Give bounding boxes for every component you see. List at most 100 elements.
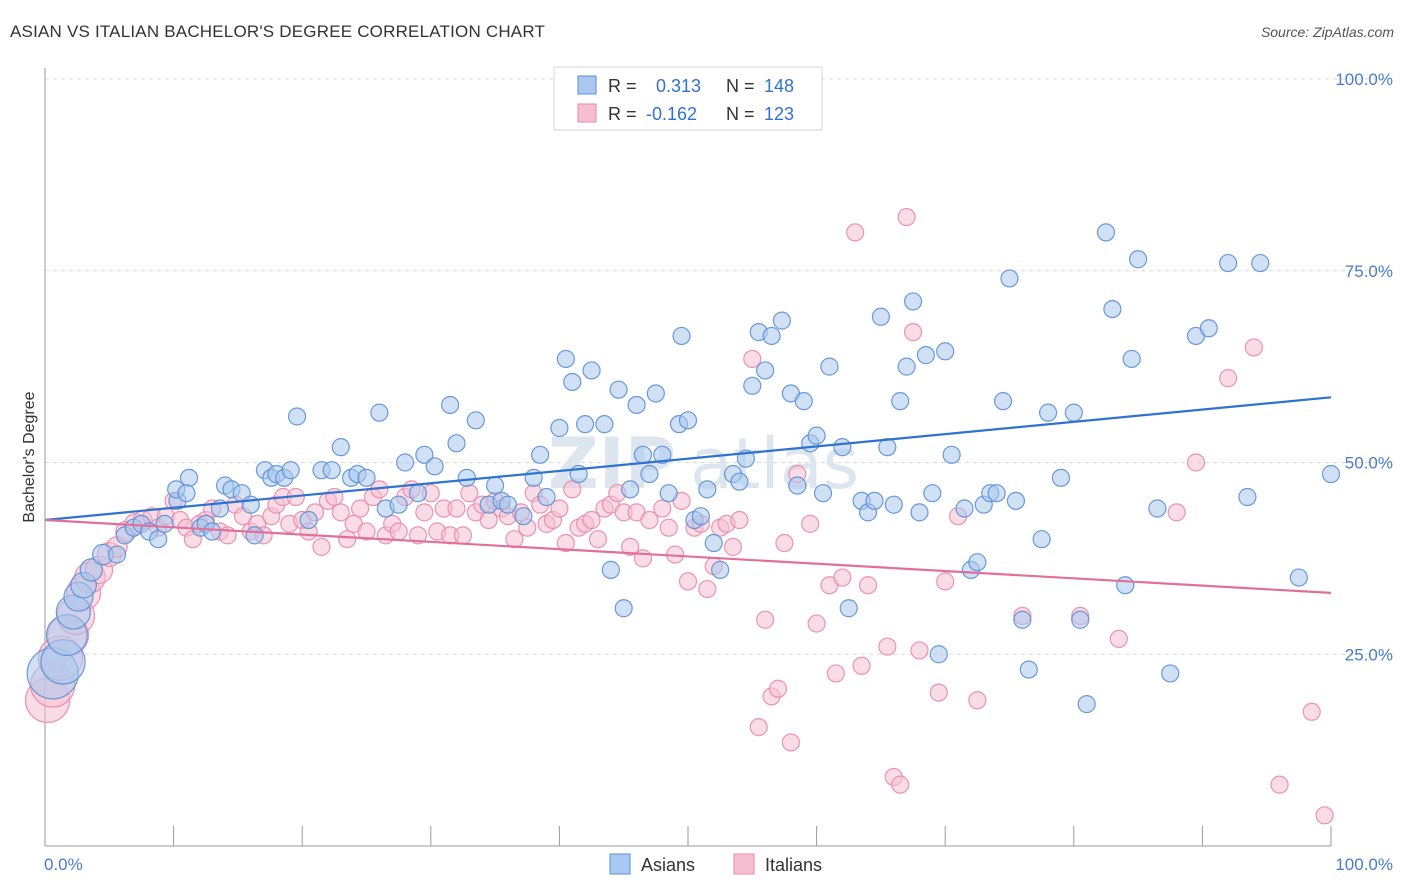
asians-point — [1251, 253, 1270, 273]
italians-point — [653, 499, 672, 518]
stats-n-value-italians: 123 — [764, 104, 794, 124]
italians-point — [1219, 369, 1238, 388]
italians-point — [659, 518, 678, 537]
italians-point — [775, 533, 794, 553]
asians-point — [672, 326, 691, 346]
italians-point — [556, 533, 575, 553]
italians-point — [826, 664, 845, 683]
italians-point — [408, 526, 428, 545]
stats-legend-box — [553, 66, 823, 131]
italians-point — [1244, 338, 1263, 357]
asians-point — [1032, 530, 1051, 549]
asians-point — [425, 457, 444, 476]
asians-point — [807, 426, 826, 445]
asians-point — [633, 445, 653, 464]
italians-point — [1167, 503, 1186, 522]
asians-point — [531, 445, 550, 464]
italians-point — [453, 526, 473, 545]
italians-point — [389, 522, 408, 541]
asians-point — [322, 461, 341, 480]
asians-point — [621, 480, 640, 499]
asians-point — [149, 530, 168, 549]
italians-point — [807, 614, 826, 633]
asians-point — [1103, 300, 1122, 319]
asians-point — [968, 553, 987, 572]
italians-point — [936, 572, 955, 591]
asians-point — [1096, 223, 1116, 242]
asians-point — [910, 503, 929, 522]
italians-point — [897, 207, 916, 227]
asians-point — [537, 487, 556, 507]
italians-point — [730, 510, 749, 530]
asians-point — [678, 411, 698, 430]
asians-point — [556, 349, 575, 369]
stats-n-value-asians: 148 — [764, 76, 794, 96]
y-tick-label-100: 100.0% — [1335, 70, 1393, 89]
italians-point — [858, 576, 878, 595]
asians-point — [730, 472, 749, 491]
italians-point — [357, 522, 376, 541]
asians-point — [1038, 403, 1058, 422]
asians-point — [839, 599, 858, 618]
italians-point — [1302, 702, 1321, 721]
italians-point — [743, 349, 762, 369]
asians-point — [993, 392, 1013, 411]
italians-point — [833, 568, 852, 587]
italians-point — [1315, 806, 1334, 825]
stats-r-value-asians: 0.313 — [656, 76, 701, 96]
stats-legend-swatch-asians — [577, 75, 597, 95]
stats-legend-swatch-italians — [577, 103, 597, 123]
italians-point — [312, 537, 331, 556]
italians-point — [621, 537, 640, 556]
asians-point — [357, 468, 376, 487]
asians-point — [440, 395, 460, 415]
asians-point — [813, 484, 833, 503]
asians-point — [179, 468, 199, 487]
italians-trend-line — [44, 518, 1332, 594]
asians-point — [756, 361, 775, 380]
italians-point — [749, 718, 768, 737]
asians-point — [833, 438, 852, 457]
asians-point — [415, 445, 434, 464]
italians-point — [1186, 453, 1206, 472]
asians-point — [923, 484, 942, 503]
asians-point — [177, 484, 196, 503]
asians-point — [820, 357, 839, 376]
italians-point — [563, 480, 582, 499]
asians-point — [1019, 660, 1038, 679]
asians-point — [457, 468, 476, 487]
series-asians — [26, 223, 1341, 714]
asians-point — [609, 380, 628, 399]
asians-point — [942, 445, 961, 464]
italians-point — [968, 691, 987, 710]
asians-point — [582, 361, 601, 380]
asians-point — [1006, 491, 1026, 510]
asians-point — [466, 411, 485, 430]
asians-point — [1161, 664, 1180, 683]
italians-point — [929, 683, 948, 702]
asians-point — [871, 307, 891, 326]
asians-point — [576, 415, 595, 434]
asians-point — [646, 384, 665, 403]
asians-point — [955, 499, 974, 518]
asians-point — [653, 445, 672, 464]
asians-point — [794, 392, 813, 411]
legend-swatch-asians — [609, 853, 631, 875]
italians-point — [447, 499, 466, 518]
stats-legend: R = 0.313 N = 148 R = -0.162 N = 123 — [553, 66, 823, 131]
italians-point — [350, 499, 370, 518]
asians-point — [563, 372, 582, 392]
italians-point — [331, 503, 350, 522]
italians-point — [338, 530, 357, 549]
chart-title: ASIAN VS ITALIAN BACHELOR'S DEGREE CORRE… — [10, 22, 546, 41]
italians-point — [640, 510, 659, 530]
asians-point — [287, 407, 307, 426]
italians-point — [903, 323, 923, 342]
asians-point — [408, 484, 428, 503]
stats-r-value-italians: -0.162 — [646, 104, 697, 124]
asians-point — [627, 395, 646, 415]
asians-point — [486, 476, 505, 495]
asians-point — [762, 326, 781, 346]
asians-point — [1128, 250, 1148, 269]
italians-point — [768, 679, 788, 698]
